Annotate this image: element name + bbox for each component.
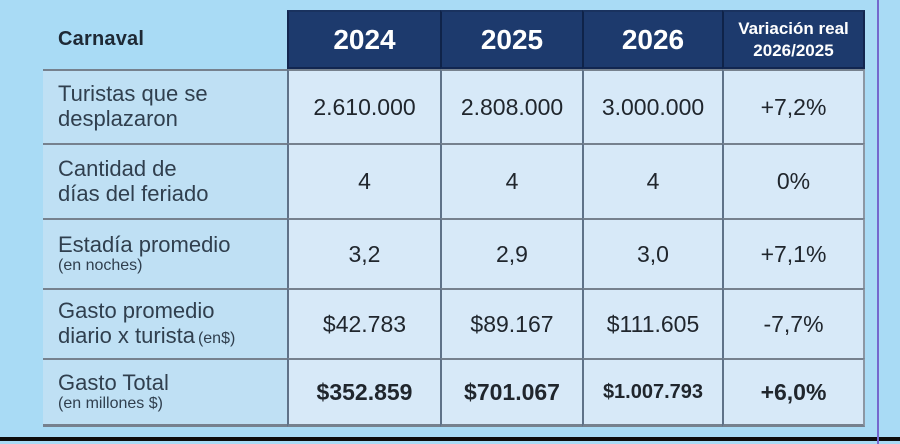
row-label-text: Gasto Total bbox=[58, 369, 169, 395]
row-label-estadia: Estadía promedio (en noches) bbox=[43, 218, 287, 288]
row-label-note: (en millones $) bbox=[58, 395, 163, 413]
column-header-2025: 2025 bbox=[440, 10, 582, 69]
cell-gasto-promedio-variation: -7,7% bbox=[722, 288, 865, 358]
row-label-note: (en$) bbox=[197, 330, 236, 347]
cell-gasto-promedio-2025: $89.167 bbox=[440, 288, 582, 358]
row-label-gasto-promedio: Gasto promedio diario x turista (en$) bbox=[43, 288, 287, 358]
cell-estadia-2024: 3,2 bbox=[287, 218, 440, 288]
table-title: Carnaval bbox=[58, 28, 145, 50]
cell-dias-2024: 4 bbox=[287, 143, 440, 218]
cell-gasto-total-2024: $352.859 bbox=[287, 358, 440, 427]
column-header-2024: 2024 bbox=[287, 10, 440, 69]
column-header-variation: Variación real 2026/2025 bbox=[722, 10, 865, 69]
cell-gasto-total-2025: $701.067 bbox=[440, 358, 582, 427]
row-label-note: (en noches) bbox=[58, 257, 143, 275]
column-header-2026: 2026 bbox=[582, 10, 722, 69]
cell-dias-2026: 4 bbox=[582, 143, 722, 218]
row-label-text: Gasto promedio diario x turista bbox=[58, 298, 215, 348]
cell-turistas-2026: 3.000.000 bbox=[582, 69, 722, 143]
row-label-gasto-total: Gasto Total (en millones $) bbox=[43, 358, 287, 427]
row-label-turistas: Turistas que se desplazaron bbox=[43, 69, 287, 143]
cell-dias-variation: 0% bbox=[722, 143, 865, 218]
row-label-text: Cantidad de días del feriado bbox=[58, 155, 209, 206]
cell-gasto-total-2026: $1.007.793 bbox=[582, 358, 722, 427]
row-label-text: Estadía promedio bbox=[58, 231, 231, 257]
cell-turistas-variation: +7,2% bbox=[722, 69, 865, 143]
cell-estadia-2025: 2,9 bbox=[440, 218, 582, 288]
right-edge-line bbox=[877, 0, 879, 444]
carnaval-statistics-table: Carnaval 2024 2025 2026 Variación real 2… bbox=[43, 10, 865, 427]
cell-gasto-total-variation: +6,0% bbox=[722, 358, 865, 427]
cell-turistas-2024: 2.610.000 bbox=[287, 69, 440, 143]
cell-gasto-promedio-2024: $42.783 bbox=[287, 288, 440, 358]
cell-gasto-promedio-2026: $111.605 bbox=[582, 288, 722, 358]
cell-estadia-variation: +7,1% bbox=[722, 218, 865, 288]
bottom-divider-line bbox=[0, 437, 900, 441]
cell-estadia-2026: 3,0 bbox=[582, 218, 722, 288]
cell-turistas-2025: 2.808.000 bbox=[440, 69, 582, 143]
row-label-dias-feriado: Cantidad de días del feriado bbox=[43, 143, 287, 218]
cell-dias-2025: 4 bbox=[440, 143, 582, 218]
row-label-text: Turistas que se desplazaron bbox=[58, 81, 208, 131]
